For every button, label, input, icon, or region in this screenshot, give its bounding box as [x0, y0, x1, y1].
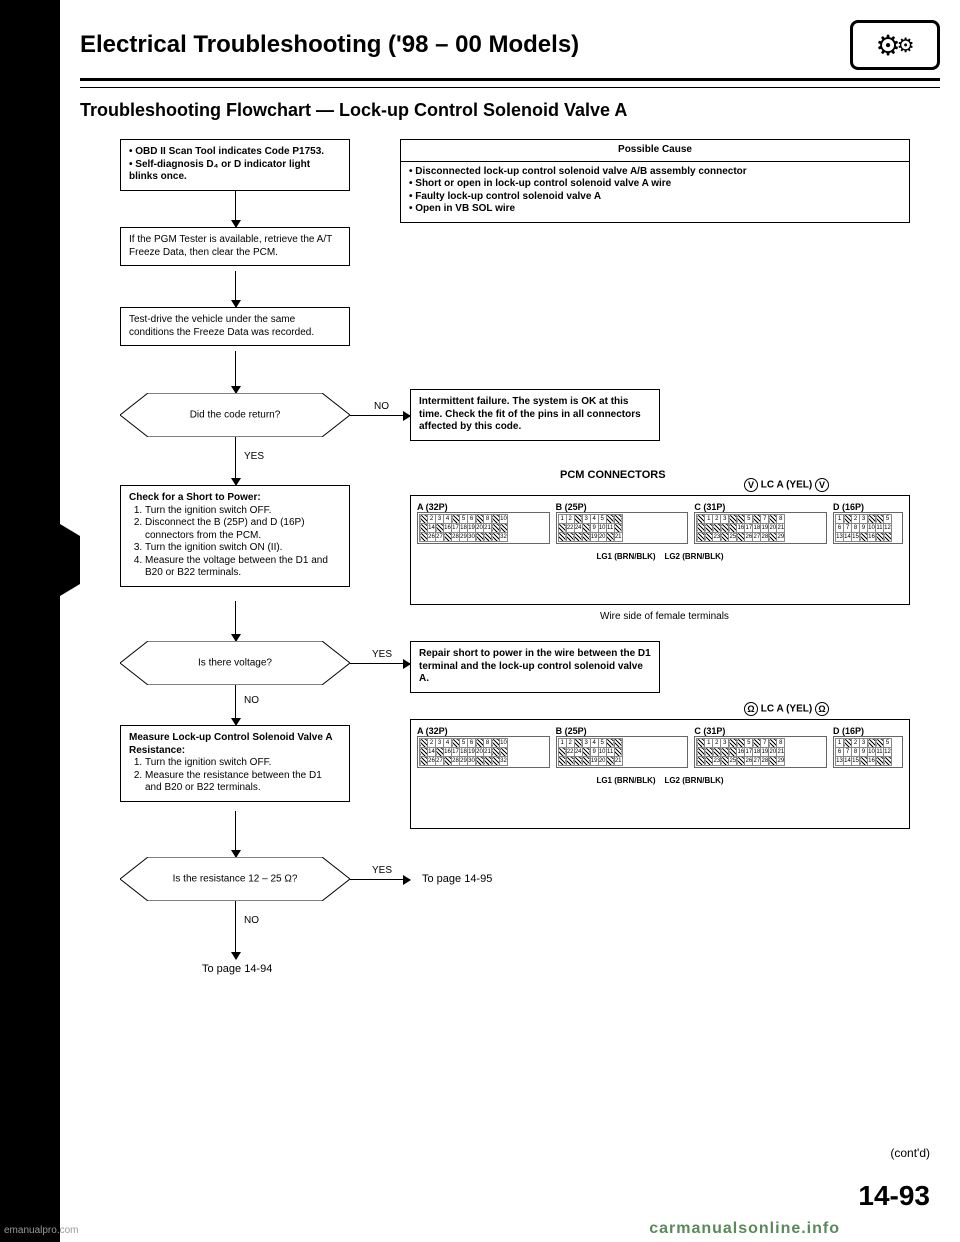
pgm-text: If the PGM Tester is available, retrieve…: [129, 234, 332, 258]
to-1495: To page 14-95: [420, 873, 494, 885]
page: Electrical Troubleshooting ('98 – 00 Mod…: [80, 20, 940, 1220]
diamond-resistance-text: Is the resistance 12 – 25 Ω?: [120, 874, 350, 885]
lbl-yes-2: YES: [370, 649, 394, 660]
lbl-yes: YES: [242, 451, 266, 462]
line: [350, 415, 410, 416]
box-check-short: Check for a Short to Power: Turn the ign…: [120, 485, 350, 587]
contd: (cont'd): [890, 1146, 930, 1160]
line: [235, 901, 236, 959]
c31p-1: C (31P): [694, 502, 827, 512]
cs-step-4: Measure the voltage between the D1 and B…: [145, 555, 341, 580]
cause-4: Open in VB SOL wire: [409, 203, 901, 216]
intermittent-text: Intermittent failure. The system is OK a…: [419, 396, 641, 432]
obd-item-1: OBD II Scan Tool indicates Code P1753.: [129, 146, 341, 159]
cause-1: Disconnected lock-up control solenoid va…: [409, 166, 901, 179]
box-repair: Repair short to power in the wire betwee…: [410, 641, 660, 693]
m-step-2: Measure the resistance between the D1 an…: [145, 770, 341, 795]
line: [235, 811, 236, 857]
b25p-2: B (25P): [556, 726, 689, 736]
v-symbol: V: [744, 478, 758, 492]
cause-3: Faulty lock-up control solenoid valve A: [409, 191, 901, 204]
check-short-title: Check for a Short to Power:: [129, 492, 341, 505]
header-row: Electrical Troubleshooting ('98 – 00 Mod…: [80, 20, 940, 81]
lg2-1: LG2 (BRN/BLK): [664, 552, 723, 561]
line: [235, 685, 236, 725]
lca-label-1: LC A (YEL): [761, 480, 812, 491]
measure-title: Measure Lock-up Control Solenoid Valve A…: [129, 732, 341, 757]
line: [235, 351, 236, 393]
lbl-no: NO: [372, 401, 391, 412]
v-symbol-2: V: [815, 478, 829, 492]
diamond-resistance: Is the resistance 12 – 25 Ω?: [120, 857, 350, 901]
box-intermittent: Intermittent failure. The system is OK a…: [410, 389, 660, 441]
connector-diagram-2: Ω LC A (YEL) Ω A (32P) 23456810141617181…: [410, 719, 910, 829]
cause-2: Short or open in lock-up control solenoi…: [409, 178, 901, 191]
gear-icon-2: ⚙: [897, 33, 915, 58]
lg2-2: LG2 (BRN/BLK): [664, 776, 723, 785]
ohm-symbol-2: Ω: [815, 702, 829, 716]
page-number: 14-93: [858, 1180, 930, 1212]
line: [235, 191, 236, 227]
flowchart: OBD II Scan Tool indicates Code P1753. S…: [80, 139, 940, 1159]
cs-step-2: Disconnect the B (25P) and D (16P) conne…: [145, 517, 341, 542]
cs-step-1: Turn the ignition switch OFF.: [145, 505, 341, 518]
box-pgm: If the PGM Tester is available, retrieve…: [120, 227, 350, 266]
line: [350, 663, 410, 664]
diamond-text: Did the code return?: [120, 410, 350, 421]
box-measure: Measure Lock-up Control Solenoid Valve A…: [120, 725, 350, 802]
line: [235, 437, 236, 485]
d16p-2: D (16P): [833, 726, 903, 736]
diamond-voltage: Is there voltage?: [120, 641, 350, 685]
wire-side-1: Wire side of female terminals: [600, 611, 729, 622]
rule: [80, 87, 940, 88]
binding-edge: [0, 0, 60, 1242]
line: [235, 271, 236, 307]
lbl-no-2: NO: [242, 695, 261, 706]
watermark-left: emanualpro.com: [4, 1225, 78, 1236]
testdrive-text: Test-drive the vehicle under the same co…: [129, 314, 314, 338]
box-obd: OBD II Scan Tool indicates Code P1753. S…: [120, 139, 350, 191]
a32p-2: A (32P): [417, 726, 550, 736]
box-cause: Possible Cause Disconnected lock-up cont…: [400, 139, 910, 223]
ohm-symbol: Ω: [744, 702, 758, 716]
to-1494: To page 14-94: [200, 963, 274, 975]
box-testdrive: Test-drive the vehicle under the same co…: [120, 307, 350, 346]
lca-label-2: LC A (YEL): [761, 704, 812, 715]
cause-title: Possible Cause: [401, 140, 909, 162]
b25p-1: B (25P): [556, 502, 689, 512]
m-step-1: Turn the ignition switch OFF.: [145, 757, 341, 770]
line: [350, 879, 410, 880]
lg1-2: LG1 (BRN/BLK): [596, 776, 655, 785]
lbl-yes-3: YES: [370, 865, 394, 876]
pcm-connectors-label: PCM CONNECTORS: [560, 469, 666, 481]
cs-step-3: Turn the ignition switch ON (II).: [145, 542, 341, 555]
repair-text: Repair short to power in the wire betwee…: [419, 648, 651, 684]
header-icon: ⚙ ⚙: [850, 20, 940, 70]
lbl-no-3: NO: [242, 915, 261, 926]
lg1-1: LG1 (BRN/BLK): [596, 552, 655, 561]
diamond-code-return: Did the code return?: [120, 393, 350, 437]
c31p-2: C (31P): [694, 726, 827, 736]
connector-diagram-1: V LC A (YEL) V A (32P) 23456810141617181…: [410, 495, 910, 605]
watermark: carmanualsonline.info: [649, 1220, 840, 1238]
obd-item-2: Self-diagnosis D₄ or D indicator light b…: [129, 159, 341, 184]
diamond-voltage-text: Is there voltage?: [120, 658, 350, 669]
page-title: Electrical Troubleshooting ('98 – 00 Mod…: [80, 31, 579, 59]
subtitle: Troubleshooting Flowchart — Lock-up Cont…: [80, 100, 940, 121]
d16p-1: D (16P): [833, 502, 903, 512]
a32p-1: A (32P): [417, 502, 550, 512]
line: [235, 601, 236, 641]
